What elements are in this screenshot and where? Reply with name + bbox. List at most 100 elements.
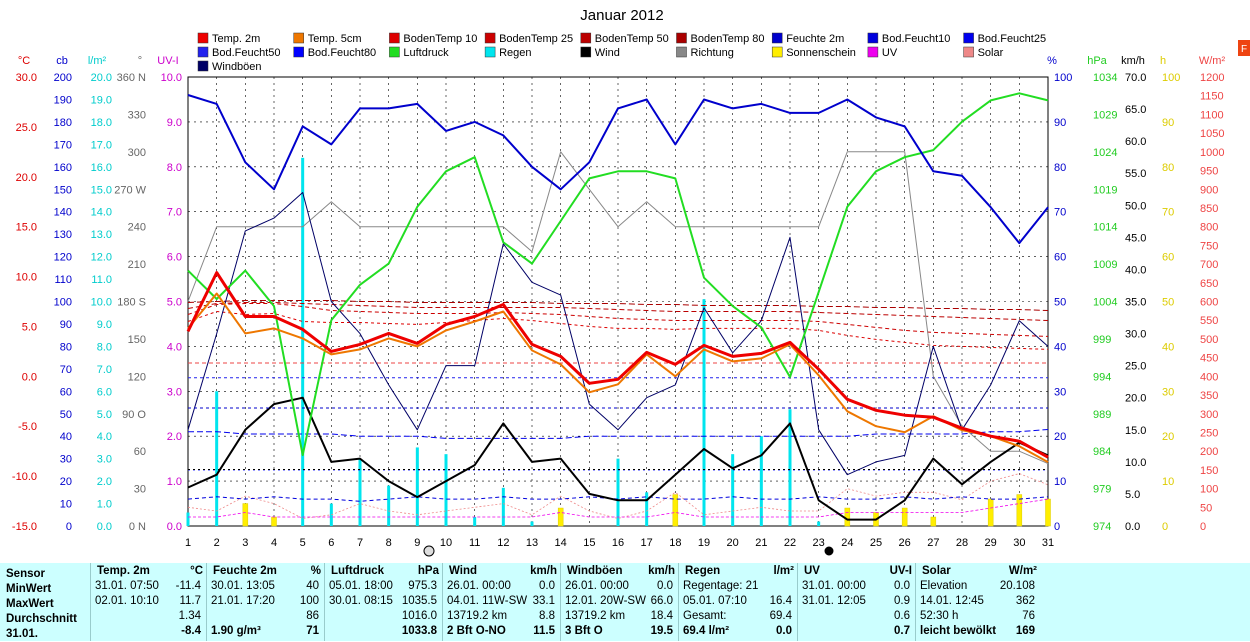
stats-cell-label: 21.01. 17:20 bbox=[211, 595, 275, 607]
bar-regen bbox=[788, 409, 792, 526]
x-tick-label: 7 bbox=[357, 537, 363, 549]
axis-tick-rain: 0.0 bbox=[97, 521, 112, 533]
axis-tick-uv: 2.0 bbox=[167, 431, 182, 443]
row-label-max: MaxWert bbox=[6, 598, 54, 610]
legend-label-bod-feucht50: Bod.Feucht50 bbox=[212, 47, 281, 59]
stats-cell-label: 12.01. 20W-SW bbox=[565, 595, 646, 607]
axis-tick-dir: 300 bbox=[128, 147, 146, 159]
axis-tick-wind: 5.0 bbox=[1125, 489, 1140, 501]
legend-label-feuchte-2m: Feuchte 2m bbox=[786, 33, 844, 45]
series-line-temp-2m bbox=[186, 271, 1049, 459]
stats-cell-value: 100 bbox=[299, 595, 319, 607]
stats-cell-value: 1033.8 bbox=[401, 625, 437, 637]
legend-swatch-temp-2m bbox=[197, 32, 209, 44]
axis-unit-wind: km/h bbox=[1121, 55, 1145, 67]
row-label-date: 31.01. bbox=[6, 628, 38, 640]
axis-tick-solar: 850 bbox=[1200, 203, 1218, 215]
stats-cell-value: 86 bbox=[306, 610, 319, 622]
axis-tick-wind: 40.0 bbox=[1125, 264, 1146, 276]
axis-tick-solar: 700 bbox=[1200, 259, 1218, 271]
axis-tick-rain: 6.0 bbox=[97, 386, 112, 398]
axis-tick-wind: 65.0 bbox=[1125, 104, 1146, 116]
axis-tick-solar: 450 bbox=[1200, 353, 1218, 365]
stats-row: 30.01. 13:05 40 bbox=[207, 579, 325, 594]
stats-cell-value: 40 bbox=[306, 580, 319, 592]
axis-tick-cb: 60 bbox=[60, 386, 72, 398]
axis-tick-hum: 70 bbox=[1054, 207, 1066, 219]
axis-tick-wind: 45.0 bbox=[1125, 232, 1146, 244]
bar-sonnenschein bbox=[672, 494, 679, 527]
x-tick-label: 31 bbox=[1042, 537, 1054, 549]
chart-title: Januar 2012 bbox=[580, 7, 663, 24]
axis-tick-cb: 170 bbox=[54, 139, 72, 151]
axis-tick-hum: 40 bbox=[1054, 341, 1066, 353]
legend-label-temp-2m: Temp. 2m bbox=[212, 33, 260, 45]
stats-cell-label: 26.01. 00:00 bbox=[447, 580, 511, 592]
stats-column-temp-2m: Temp. 2m °C 31.01. 07:50 -11.4 02.01. 10:10 1… bbox=[90, 563, 207, 641]
stats-header-unit: UV-I bbox=[889, 565, 912, 577]
stats-row: leicht bewölkt 169 bbox=[916, 624, 1041, 639]
axis-tick-cb: 0 bbox=[66, 521, 72, 533]
axis-tick-rain: 18.0 bbox=[91, 117, 112, 129]
stats-cell-value: 975.3 bbox=[408, 580, 437, 592]
x-tick-label: 9 bbox=[414, 537, 420, 549]
x-tick-label: 25 bbox=[870, 537, 882, 549]
axis-tick-temp: 10.0 bbox=[16, 272, 37, 284]
x-tick-label: 14 bbox=[555, 537, 567, 549]
stats-row: 1.90 g/m³ 71 bbox=[207, 624, 325, 639]
x-tick-label: 21 bbox=[755, 537, 767, 549]
axes: °C30.025.020.015.010.05.00.0-5.0-10.0-15… bbox=[12, 55, 1226, 549]
stats-row: 1033.8 bbox=[325, 624, 443, 639]
stats-cell-value: 20.108 bbox=[999, 580, 1035, 592]
stats-cell-label: 05.01. 18:00 bbox=[329, 580, 393, 592]
x-tick-label: 27 bbox=[927, 537, 939, 549]
axis-unit-sun: h bbox=[1160, 55, 1166, 67]
axis-tick-dir: 210 bbox=[128, 259, 146, 271]
axis-tick-solar: 100 bbox=[1200, 484, 1218, 496]
stats-cell-value: 71 bbox=[306, 625, 319, 637]
axis-tick-cb: 10 bbox=[60, 499, 72, 511]
axis-tick-dir: 240 bbox=[128, 222, 146, 234]
stats-cell-label: 31.01. 00:00 bbox=[802, 580, 866, 592]
axis-tick-hpa: 1009 bbox=[1093, 259, 1117, 271]
stats-row: 31.01. 07:50 -11.4 bbox=[91, 579, 207, 594]
axis-tick-uv: 3.0 bbox=[167, 386, 182, 398]
stats-cell-value: 18.4 bbox=[650, 610, 673, 622]
bar-regen bbox=[387, 485, 391, 526]
stats-cell-value: 69.4 bbox=[769, 610, 792, 622]
series-line-windb-en bbox=[187, 192, 1049, 476]
axis-tick-solar: 50 bbox=[1200, 502, 1212, 514]
axis-tick-solar: 750 bbox=[1200, 240, 1218, 252]
axis-tick-rain: 15.0 bbox=[91, 184, 112, 196]
legend-swatch-sonnenschein bbox=[771, 46, 783, 58]
x-tick-label: 24 bbox=[841, 537, 853, 549]
axis-tick-rain: 13.0 bbox=[91, 229, 112, 241]
axis-tick-cb: 90 bbox=[60, 319, 72, 331]
stats-cell-label: 05.01. 07:10 bbox=[683, 595, 747, 607]
stats-row: 26.01. 00:00 0.0 bbox=[443, 579, 561, 594]
stats-column-header: Solar W/m² bbox=[916, 563, 1041, 579]
axis-tick-temp: 30.0 bbox=[16, 72, 37, 84]
axis-tick-wind: 55.0 bbox=[1125, 168, 1146, 180]
stats-cell-value: 33.1 bbox=[532, 595, 555, 607]
stats-cell-label: 3 Bft O bbox=[565, 625, 603, 637]
stats-column-header: Temp. 2m °C bbox=[91, 563, 207, 579]
x-tick-label: 5 bbox=[300, 537, 306, 549]
axis-tick-cb: 80 bbox=[60, 341, 72, 353]
legend-swatch-bod-feucht50 bbox=[197, 46, 209, 58]
stats-cell-label: 69.4 l/m² bbox=[683, 625, 730, 637]
stats-header-unit: km/h bbox=[648, 565, 675, 577]
axis-tick-wind: 35.0 bbox=[1125, 297, 1146, 309]
svg-text:F: F bbox=[1241, 44, 1247, 55]
axis-tick-hpa: 989 bbox=[1093, 409, 1111, 421]
stats-column-regen: Regen l/m² Regentage: 21 05.01. 07:10 16.4 Ge… bbox=[678, 563, 798, 641]
stats-header-title: Temp. 2m bbox=[97, 565, 150, 577]
row-label-min: MinWert bbox=[6, 583, 52, 595]
bar-sonnenschein bbox=[1045, 498, 1051, 527]
axis-tick-rain: 10.0 bbox=[91, 297, 112, 309]
bar-regen bbox=[645, 492, 649, 526]
bar-regen bbox=[759, 436, 763, 526]
new-moon-icon bbox=[824, 546, 834, 556]
stats-cell-value: 0.0 bbox=[776, 625, 792, 637]
stats-column-wind: Wind km/h 26.01. 00:00 0.0 04.01. 11W-SW 33.1… bbox=[442, 563, 561, 641]
